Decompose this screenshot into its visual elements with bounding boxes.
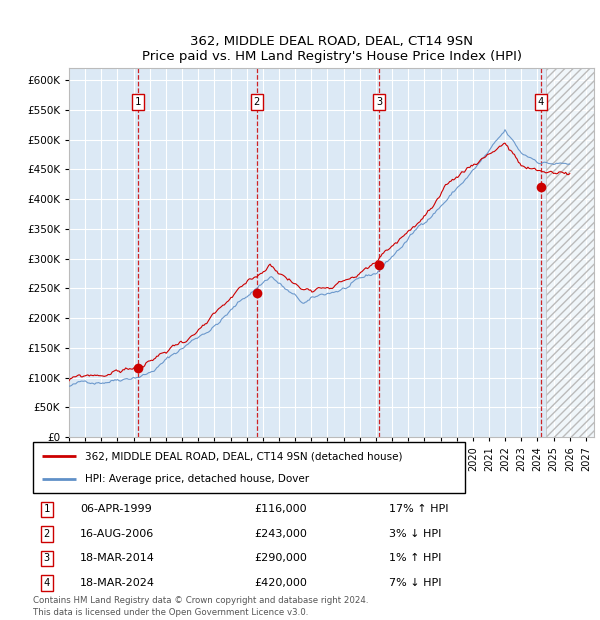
- Text: 16-AUG-2006: 16-AUG-2006: [80, 529, 154, 539]
- Text: 3: 3: [44, 554, 50, 564]
- Bar: [545, 68, 594, 437]
- Text: 4: 4: [538, 97, 544, 107]
- Text: 362, MIDDLE DEAL ROAD, DEAL, CT14 9SN (detached house): 362, MIDDLE DEAL ROAD, DEAL, CT14 9SN (d…: [85, 451, 403, 461]
- Text: 1: 1: [135, 97, 141, 107]
- Text: HPI: Average price, detached house, Dover: HPI: Average price, detached house, Dove…: [85, 474, 309, 484]
- Text: 1% ↑ HPI: 1% ↑ HPI: [389, 554, 442, 564]
- Bar: [545, 68, 594, 437]
- Title: 362, MIDDLE DEAL ROAD, DEAL, CT14 9SN
Price paid vs. HM Land Registry's House Pr: 362, MIDDLE DEAL ROAD, DEAL, CT14 9SN Pr…: [142, 35, 521, 63]
- FancyBboxPatch shape: [33, 442, 465, 493]
- Text: 4: 4: [44, 578, 50, 588]
- Text: 1: 1: [44, 505, 50, 515]
- Text: £290,000: £290,000: [254, 554, 307, 564]
- Text: 17% ↑ HPI: 17% ↑ HPI: [389, 505, 449, 515]
- Text: £243,000: £243,000: [254, 529, 307, 539]
- Text: 2: 2: [254, 97, 260, 107]
- Text: £116,000: £116,000: [254, 505, 307, 515]
- Text: 3% ↓ HPI: 3% ↓ HPI: [389, 529, 442, 539]
- Text: 3: 3: [376, 97, 382, 107]
- Text: 18-MAR-2014: 18-MAR-2014: [80, 554, 155, 564]
- Text: 2: 2: [44, 529, 50, 539]
- Text: 06-APR-1999: 06-APR-1999: [80, 505, 152, 515]
- Text: Contains HM Land Registry data © Crown copyright and database right 2024.
This d: Contains HM Land Registry data © Crown c…: [33, 596, 368, 617]
- Text: £420,000: £420,000: [254, 578, 307, 588]
- Text: 18-MAR-2024: 18-MAR-2024: [80, 578, 155, 588]
- Text: 7% ↓ HPI: 7% ↓ HPI: [389, 578, 442, 588]
